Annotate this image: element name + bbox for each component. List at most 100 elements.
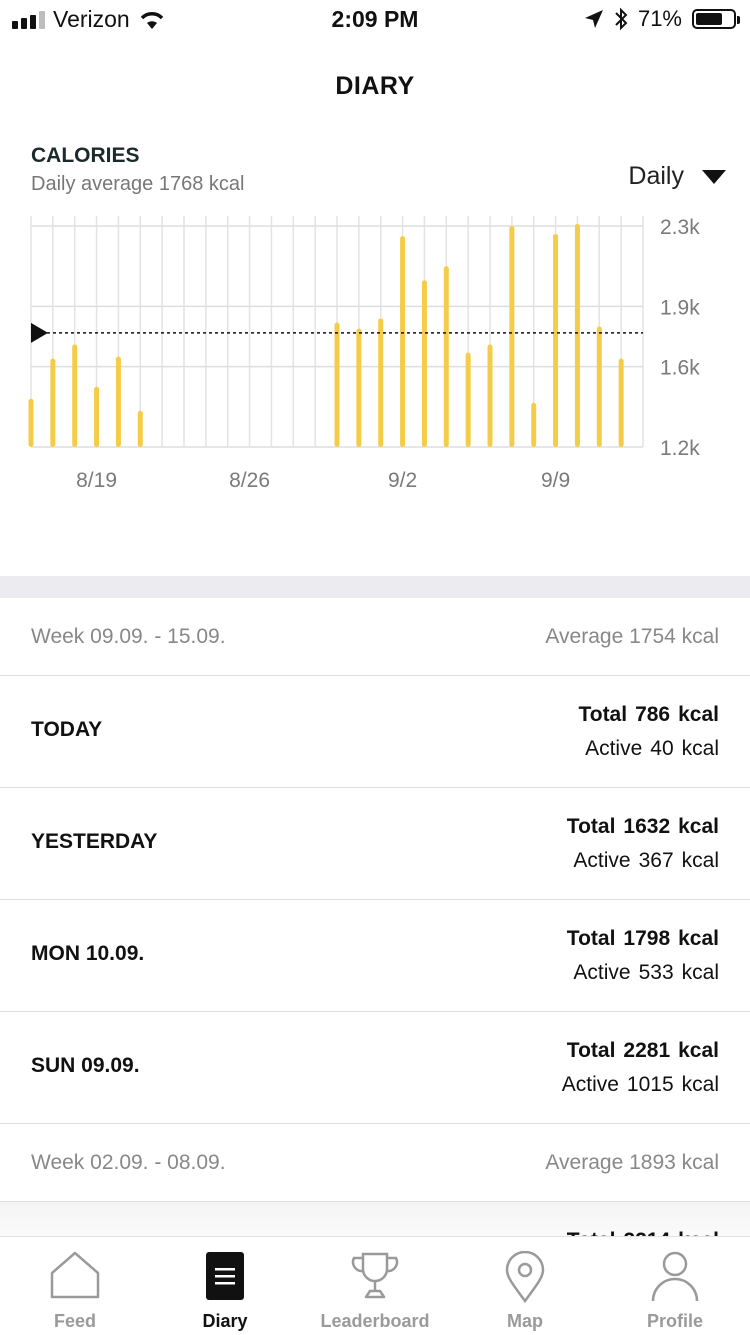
- bluetooth-icon: [615, 7, 628, 31]
- tab-label: Diary: [202, 1311, 248, 1331]
- tab-profile[interactable]: Profile: [600, 1237, 750, 1335]
- x-tick-label: 8/19: [76, 469, 117, 492]
- chart-bar: [574, 224, 580, 447]
- active-value: 367: [638, 849, 674, 872]
- week-header: Week 09.09. - 15.09. Average 1754 kcal: [0, 598, 750, 676]
- active-unit: kcal: [681, 1073, 719, 1096]
- tab-feed[interactable]: Feed: [0, 1237, 150, 1335]
- chart-bar: [28, 398, 34, 447]
- chart-bar: [618, 358, 624, 447]
- active-word: Active: [561, 1073, 619, 1096]
- status-bar: Verizon 2:09 PM 71%: [0, 0, 750, 40]
- signal-icon: [12, 10, 45, 29]
- day-row-mon[interactable]: MON 10.09. Total 1798 kcal Active 533 kcal: [0, 900, 750, 1012]
- chevron-down-icon: [702, 169, 726, 184]
- tab-label: Feed: [53, 1311, 96, 1331]
- status-time: 2:09 PM: [331, 6, 419, 32]
- calories-title: CALORIES: [31, 144, 140, 167]
- chart-bar: [596, 326, 602, 447]
- period-dropdown[interactable]: Daily: [628, 162, 726, 191]
- y-tick-label: 1.2k: [660, 437, 700, 460]
- trophy-icon: [351, 1252, 399, 1299]
- chart-bar: [400, 236, 406, 447]
- diary-list: Week 09.09. - 15.09. Average 1754 kcal T…: [0, 598, 750, 1262]
- total-unit: kcal: [678, 703, 719, 726]
- day-label: SUN 09.09.: [31, 1054, 140, 1077]
- total-word: Total: [578, 703, 628, 726]
- chart-bar: [115, 356, 121, 447]
- total-value: 1798: [623, 927, 671, 950]
- total-value: 1632: [623, 815, 671, 838]
- chart-bar: [72, 344, 78, 447]
- section-divider: [0, 576, 750, 598]
- x-tick-label: 8/26: [229, 469, 270, 492]
- page-title: DIARY: [335, 72, 415, 100]
- day-label: MON 10.09.: [31, 942, 145, 965]
- total-value: 786: [635, 703, 671, 726]
- active-word: Active: [573, 849, 631, 872]
- week-average: Average 1893 kcal: [545, 1150, 719, 1174]
- chart-bar: [553, 234, 559, 447]
- week-header: Week 02.09. - 08.09. Average 1893 kcal: [0, 1124, 750, 1202]
- chart-bar: [443, 266, 449, 447]
- total-word: Total: [566, 1039, 616, 1062]
- active-value: 1015: [626, 1073, 674, 1096]
- total-unit: kcal: [678, 1039, 719, 1062]
- tab-label: Profile: [646, 1311, 703, 1331]
- diary-icon: [206, 1252, 244, 1300]
- tab-bar: Feed Diary Leaderboard Map Profile: [0, 1236, 750, 1335]
- location-icon: [584, 10, 603, 28]
- battery-percent: 71%: [637, 6, 682, 31]
- day-row-sun[interactable]: SUN 09.09. Total 2281 kcal Active 1015 kcal: [0, 1012, 750, 1124]
- chart-bar: [334, 322, 340, 447]
- day-label: YESTERDAY: [31, 830, 158, 853]
- total-value: 2281: [623, 1039, 671, 1062]
- day-row-yesterday[interactable]: YESTERDAY Total 1632 kcal Active 367 kcal: [0, 788, 750, 900]
- carrier-label: Verizon: [53, 6, 130, 32]
- active-word: Active: [573, 961, 631, 984]
- total-word: Total: [566, 815, 616, 838]
- total-unit: kcal: [678, 927, 719, 950]
- week-average: Average 1754 kcal: [545, 624, 719, 648]
- tab-label: Leaderboard: [320, 1311, 430, 1331]
- tab-leaderboard[interactable]: Leaderboard: [300, 1237, 450, 1335]
- chart-bar: [50, 358, 56, 447]
- active-value: 40: [650, 737, 674, 760]
- y-tick-label: 1.6k: [660, 357, 700, 380]
- chart-bar: [137, 410, 143, 447]
- home-icon: [50, 1251, 100, 1299]
- chart-bar: [356, 328, 362, 447]
- tab-label: Map: [507, 1311, 543, 1331]
- chart-bar: [421, 280, 427, 447]
- chart-bar: [487, 344, 493, 447]
- active-word: Active: [585, 737, 643, 760]
- week-label: Week 02.09. - 08.09.: [31, 1150, 226, 1174]
- average-marker-icon: [31, 322, 48, 343]
- day-label: TODAY: [31, 718, 103, 741]
- profile-icon: [651, 1251, 699, 1302]
- battery-icon: [692, 9, 740, 29]
- map-pin-icon: [505, 1251, 545, 1303]
- x-tick-label: 9/9: [541, 469, 570, 492]
- active-unit: kcal: [681, 737, 719, 760]
- chart-bar: [378, 318, 384, 447]
- calories-chart: 2.3k 1.9k 1.6k 1.2k 8/19 8/26 9/2 9/9: [28, 216, 700, 492]
- day-row-today[interactable]: TODAY Total 786 kcal Active 40 kcal: [0, 676, 750, 788]
- x-tick-label: 9/2: [388, 469, 417, 492]
- total-unit: kcal: [678, 815, 719, 838]
- y-tick-label: 1.9k: [660, 296, 700, 319]
- y-tick-label: 2.3k: [660, 216, 700, 239]
- wifi-icon: [140, 11, 163, 29]
- calories-average: Daily average 1768 kcal: [31, 173, 245, 195]
- tab-diary[interactable]: Diary: [150, 1237, 300, 1335]
- week-label: Week 09.09. - 15.09.: [31, 624, 226, 648]
- total-word: Total: [566, 927, 616, 950]
- active-value: 533: [638, 961, 674, 984]
- period-label: Daily: [628, 162, 684, 190]
- tab-map[interactable]: Map: [450, 1237, 600, 1335]
- chart-bar: [94, 386, 100, 447]
- active-unit: kcal: [681, 849, 719, 872]
- chart-bar: [509, 226, 515, 447]
- chart-bar: [531, 402, 537, 447]
- active-unit: kcal: [681, 961, 719, 984]
